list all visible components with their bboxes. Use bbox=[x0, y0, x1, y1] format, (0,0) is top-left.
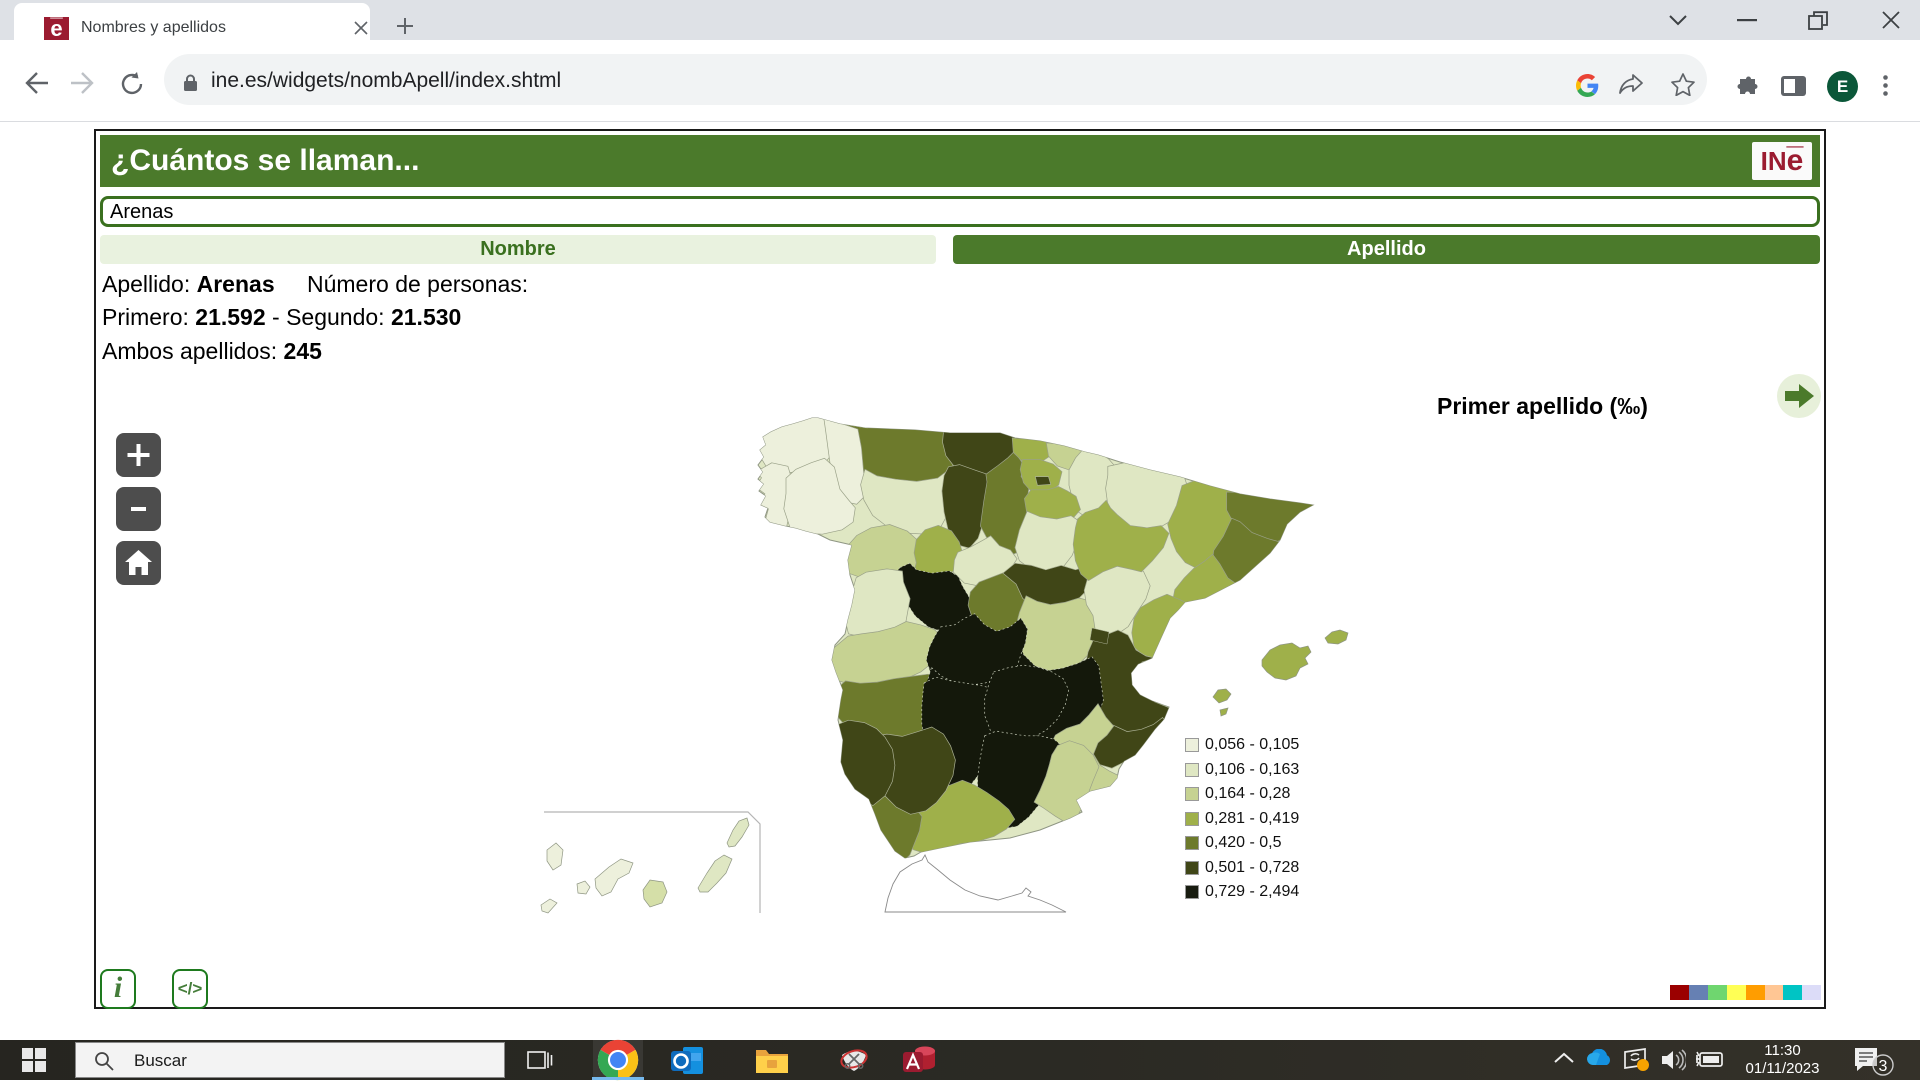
svg-text:3: 3 bbox=[1879, 1058, 1888, 1075]
